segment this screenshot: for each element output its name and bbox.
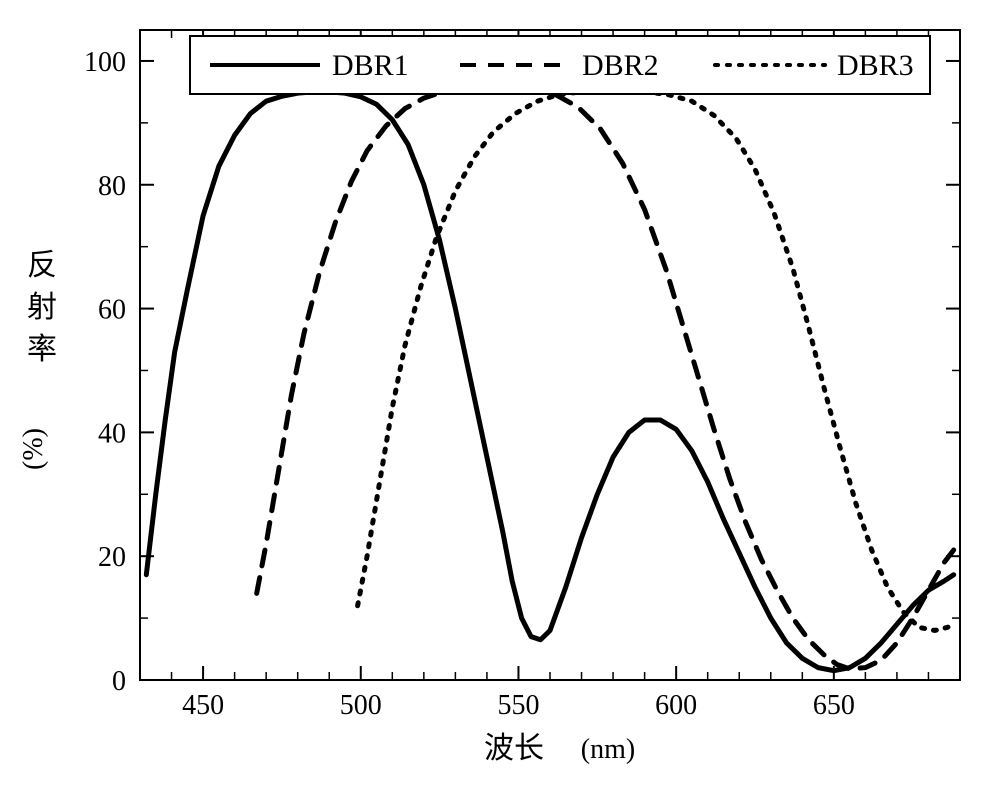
y-tick-label: 80 [98,171,126,202]
plot-frame [140,30,960,680]
legend-label: DBR3 [837,49,914,82]
chart-svg: 450 500 550 600 650 0 20 40 60 80 100 波长 (nm) 反射率 (%) D… [0,0,1000,800]
series-dbr1 [146,92,953,671]
legend-label: DBR1 [332,49,409,82]
y-tick-label: 40 [98,418,126,449]
x-axis-title: 波长 [484,732,544,765]
x-tick-label: 450 [182,690,224,721]
x-axis-unit: (nm) [581,734,635,765]
y-axis-title-char: 射 [27,291,57,324]
x-tick-label: 500 [340,690,382,721]
y-axis-unit: (%) [18,428,49,470]
y-tick-label: 100 [84,47,126,78]
y-axis-title-char: 反 [27,249,57,282]
y-tick-label: 60 [98,295,126,326]
x-tick-label: 650 [813,690,855,721]
legend-label: DBR2 [582,49,659,82]
x-tick-label: 600 [655,690,697,721]
y-axis-title-char: 率 [27,333,57,366]
reflectance-chart: 450 500 550 600 650 0 20 40 60 80 100 波长 (nm) 反射率 (%) D… [0,0,1000,800]
x-tick-label: 550 [497,690,539,721]
series-dbr3 [358,91,954,631]
y-tick-label: 20 [98,542,126,573]
y-tick-label: 0 [112,666,126,697]
